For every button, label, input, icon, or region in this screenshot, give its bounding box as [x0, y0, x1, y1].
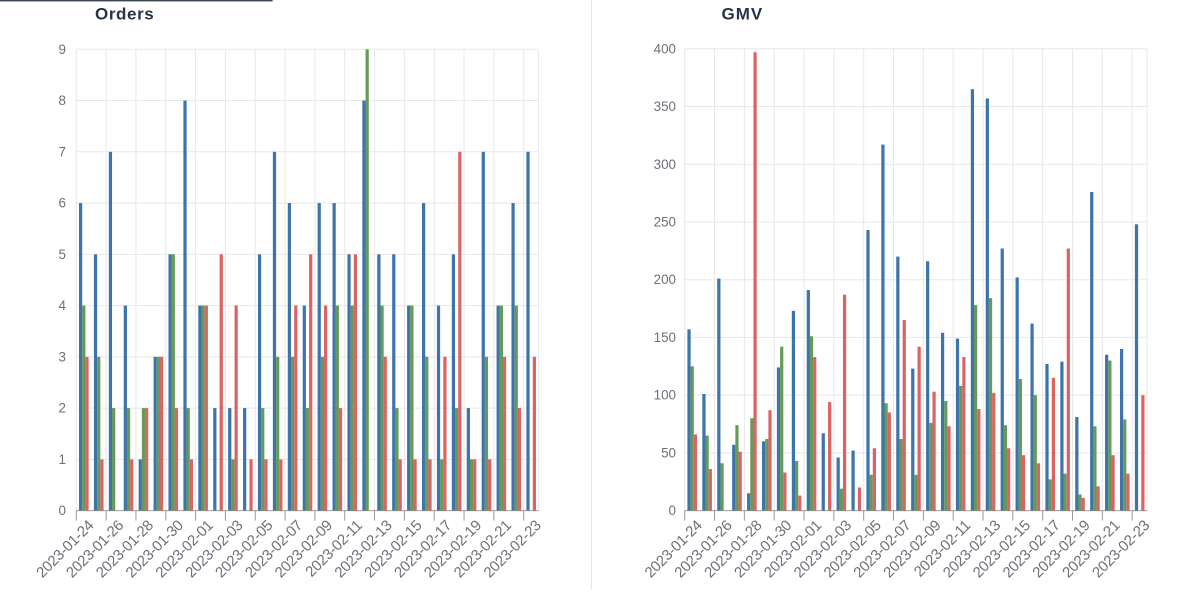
svg-text:0: 0	[59, 503, 66, 518]
svg-text:7: 7	[59, 144, 66, 159]
svg-text:1: 1	[59, 452, 66, 467]
svg-text:5: 5	[59, 247, 66, 262]
svg-text:Orders: Orders	[95, 5, 154, 24]
svg-text:2: 2	[59, 401, 66, 416]
svg-text:8: 8	[59, 93, 66, 108]
svg-text:3: 3	[59, 349, 66, 364]
svg-text:100: 100	[654, 388, 676, 403]
svg-text:200: 200	[654, 272, 676, 287]
svg-text:350: 350	[654, 99, 676, 114]
svg-text:4: 4	[59, 298, 67, 313]
svg-text:GMV: GMV	[722, 5, 764, 24]
svg-text:0: 0	[669, 503, 676, 518]
svg-text:250: 250	[654, 214, 676, 229]
svg-text:9: 9	[59, 42, 66, 57]
svg-text:50: 50	[661, 445, 676, 460]
svg-text:150: 150	[654, 330, 676, 345]
svg-text:6: 6	[59, 196, 66, 211]
svg-text:400: 400	[654, 41, 676, 56]
svg-text:300: 300	[654, 157, 676, 172]
